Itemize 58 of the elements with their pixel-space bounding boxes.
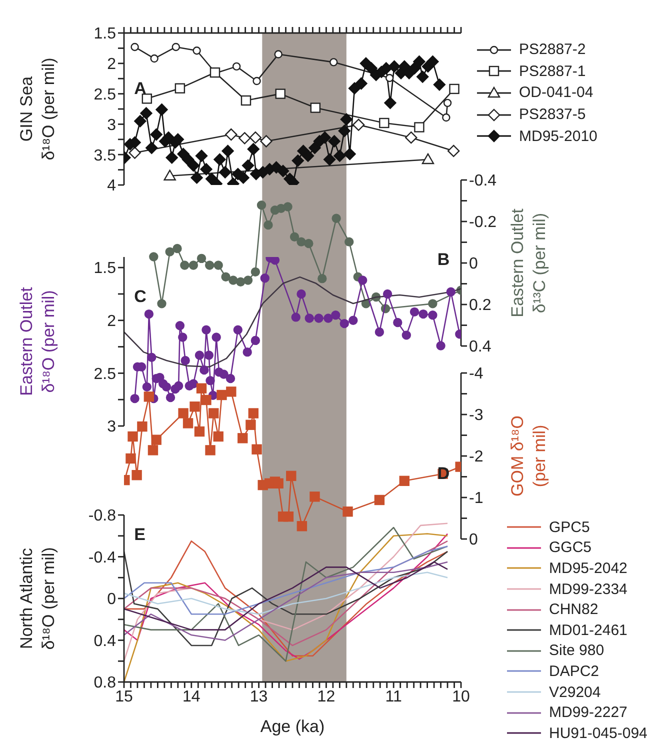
y-tick-label: 1.5: [94, 260, 116, 278]
y2-tick-label: -0.4: [469, 172, 497, 190]
y2-tick-label: 0.2: [469, 297, 492, 314]
legend-label: PS2837-5: [519, 106, 586, 124]
y2-tick-label: -3: [469, 407, 484, 424]
legend-label: PS2887-1: [519, 62, 586, 80]
legend-label: OD-041-04: [519, 84, 594, 102]
x-tick-label: 10: [452, 688, 470, 706]
annotation: D: [437, 464, 450, 484]
x-tick-label: 13: [250, 688, 268, 706]
y-axis-title: North Atlantic δ¹⁸O (per mil): [17, 547, 58, 650]
legend-label: HU91-045-094: [549, 724, 647, 742]
y2-tick-label: -2: [469, 448, 484, 466]
y-tick-label: 2.5: [94, 366, 116, 383]
annotation: A: [134, 78, 146, 99]
y-tick-label: 2: [107, 313, 116, 330]
y-tick-label: 0.4: [94, 632, 116, 650]
x-tick-label: 11: [385, 688, 402, 706]
y-tick-label: -0.4: [88, 549, 116, 566]
legend-label: PS2887-2: [519, 41, 586, 58]
legend-label: DAPC2: [549, 662, 600, 680]
y2-axis-title: GOM δ¹⁸O (per mil): [508, 416, 549, 496]
legend-label: Site 980: [549, 642, 604, 660]
x-tick-label: 15: [115, 688, 133, 706]
y2-tick-label: -4: [469, 366, 484, 383]
y-axis-title: GIN Sea δ¹⁸O (per mil): [17, 58, 58, 160]
y-tick-label: -0.8: [88, 508, 116, 525]
y-tick-label: 0: [107, 591, 116, 608]
annotation: C: [134, 287, 146, 308]
x-axis-title: Age (ka): [260, 717, 325, 736]
y-tick-label: 2.5: [94, 86, 116, 104]
y-tick-label: 0.8: [94, 674, 116, 692]
y-tick-label: 3.5: [94, 147, 116, 164]
legend-label: V29204: [549, 684, 601, 701]
y-tick-label: 2: [107, 56, 116, 74]
annotation: E: [134, 525, 146, 546]
y2-tick-label: 0: [469, 256, 478, 273]
y-tick-label: 3: [107, 418, 116, 436]
annotation: B: [437, 250, 450, 270]
legend-label: MD95-2010: [519, 128, 598, 145]
legend-label: MD99-2227: [549, 704, 628, 722]
y2-tick-label: 0.4: [469, 338, 492, 356]
legend-label: MD95-2042: [549, 560, 628, 577]
y2-tick-label: -0.2: [469, 214, 497, 232]
x-tick-label: 14: [182, 688, 200, 706]
legend-label: GGC5: [549, 539, 592, 556]
y2-tick-label: -1: [469, 490, 484, 508]
y-axis-title: Eastern Outlet δ¹⁸O (per mil): [17, 286, 58, 396]
x-tick-label: 12: [317, 688, 336, 706]
y-tick-label: 4: [107, 178, 116, 195]
legend-label: CHN82: [549, 601, 598, 618]
y-tick-label: 3: [107, 116, 116, 134]
legend-label: GPC5: [549, 518, 590, 536]
legend-label: MD99-2334: [549, 580, 628, 598]
y2-tick-label: 0: [469, 532, 478, 549]
legend-label: MD01-2461: [549, 622, 628, 639]
y2-axis-title: Eastern Outlet δ¹³C (per mil): [508, 208, 549, 318]
y-tick-label: 1.5: [94, 26, 116, 43]
